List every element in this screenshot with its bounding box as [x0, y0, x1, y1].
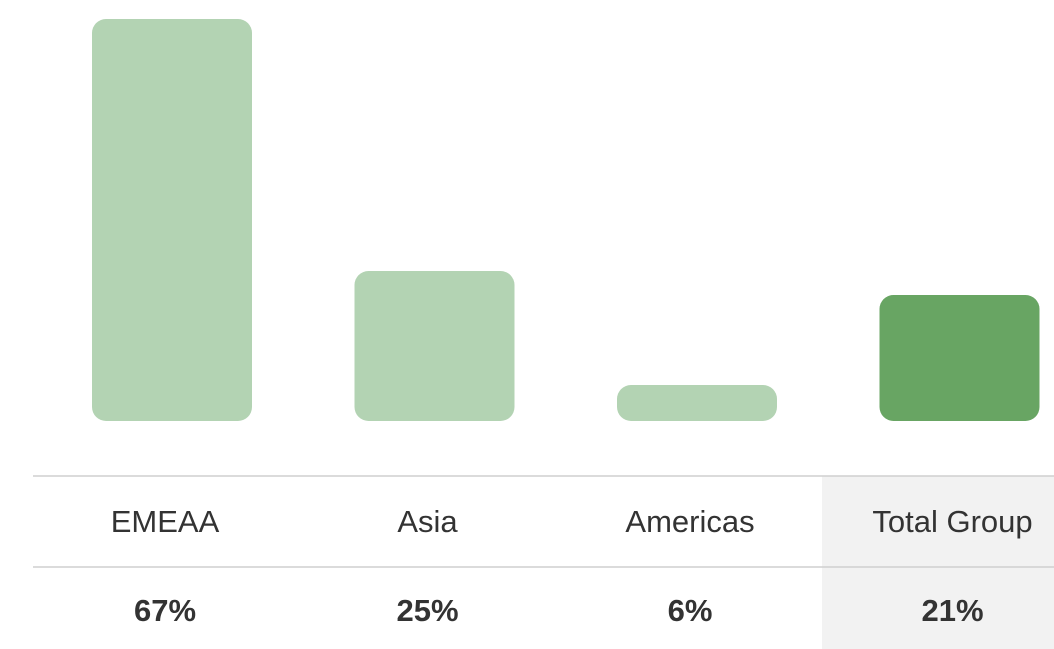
highlight-column — [822, 476, 1054, 649]
bar — [617, 385, 777, 421]
bar — [354, 271, 515, 421]
category-label: Asia — [397, 504, 458, 539]
value-label: 21% — [921, 593, 983, 628]
category-label: EMEAA — [111, 504, 220, 539]
value-label: 6% — [668, 593, 713, 628]
value-label: 67% — [134, 593, 196, 628]
category-label: Americas — [625, 504, 754, 539]
category-label: Total Group — [872, 504, 1032, 539]
value-label: 25% — [396, 593, 458, 628]
bar — [92, 19, 252, 421]
bar — [879, 295, 1040, 421]
